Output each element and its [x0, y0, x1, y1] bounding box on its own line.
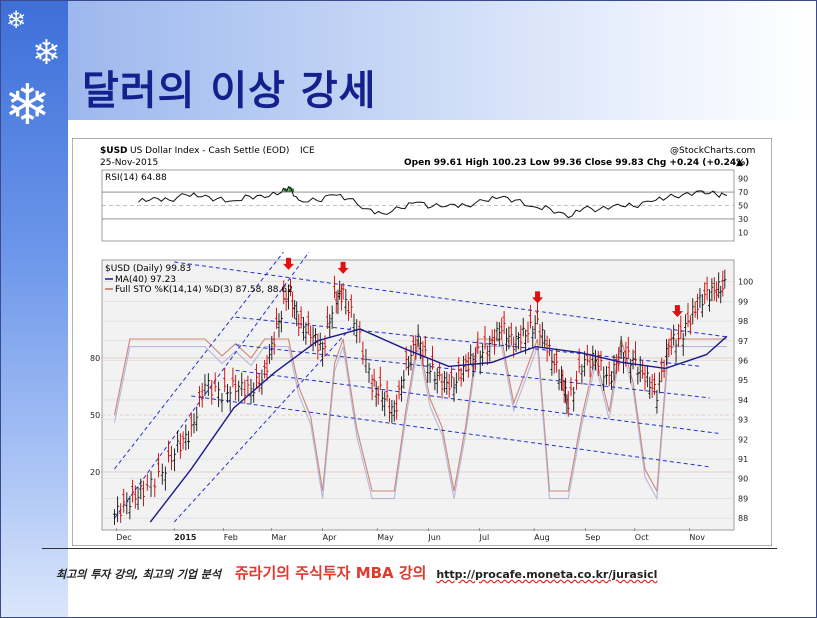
sto-tick-label: 80 — [90, 354, 100, 363]
trend-channel-line — [235, 316, 702, 367]
snowflake-icon: ❄ — [6, 6, 27, 34]
rsi-tick-label: 10 — [738, 228, 748, 237]
price-tick-label: 96 — [738, 357, 748, 366]
chart-exchange: ICE — [300, 146, 315, 156]
x-tick-label: Sep — [585, 533, 600, 542]
stockcharts-chart: $USD US Dollar Index - Cash Settle (EOD)… — [72, 138, 772, 546]
sell-signal-arrow-icon — [532, 291, 544, 304]
price-tick-label: 88 — [738, 514, 748, 523]
sto-tick-label: 50 — [90, 411, 100, 420]
ohlc-readout: Open 99.61 High 100.23 Low 99.36 Close 9… — [404, 158, 749, 168]
price-tick-label: 92 — [738, 435, 748, 444]
footer-url-link[interactable]: http://procafe.moneta.co.kr/jurasicl — [436, 568, 658, 581]
x-tick-label: Dec — [116, 533, 131, 542]
price-tick-label: 98 — [738, 317, 748, 326]
snowflake-icon: ❄ — [32, 33, 61, 73]
footer: 최고의 투자 강의, 최고의 기업 분석 쥬라기의 주식투자 MBA 강의 ht… — [56, 562, 657, 583]
footer-tagline: 최고의 투자 강의, 최고의 기업 분석 — [56, 568, 222, 581]
price-tick-label: 99 — [738, 297, 748, 306]
rsi-label: RSI(14) 64.88 — [105, 173, 167, 183]
rsi-tick-label: 70 — [738, 188, 748, 197]
x-tick-label: 2015 — [174, 533, 197, 542]
price-tick-label: 93 — [738, 416, 748, 425]
rsi-tick-label: 90 — [738, 175, 748, 184]
ma40-line — [149, 328, 728, 523]
x-tick-label: Jun — [427, 533, 441, 542]
sto-legend: Full STO %K(14,14) %D(3) 87.58, 88.62 — [115, 285, 293, 295]
price-tick-label: 89 — [738, 494, 748, 503]
x-tick-label: Oct — [635, 533, 649, 542]
chart-instrument-name: US Dollar Index - Cash Settle (EOD) — [130, 146, 289, 156]
slide-title: 달러의 이상 강세 — [82, 68, 377, 114]
price-legend: $USD (Daily) 99.83 MA(40) 97.23 Full STO… — [105, 264, 293, 295]
trend-channel-line — [114, 251, 284, 470]
price-legend-title: $USD (Daily) 99.83 — [105, 264, 191, 274]
snowflake-icon: ❄ — [4, 73, 51, 138]
footer-course-title: 쥬라기의 주식투자 MBA 강의 — [234, 564, 427, 582]
ma-legend: MA(40) 97.23 — [115, 275, 176, 285]
price-tick-label: 90 — [738, 475, 748, 484]
rsi-line — [138, 185, 728, 219]
left-decorative-band — [0, 0, 68, 618]
sell-signal-arrow-icon — [283, 257, 295, 270]
sell-signal-arrow-icon — [337, 261, 349, 274]
sto-tick-label: 20 — [90, 468, 100, 477]
top-decorative-band — [68, 0, 817, 120]
x-tick-label: Aug — [534, 533, 550, 542]
trend-channel-line — [173, 324, 354, 523]
price-tick-label: 94 — [738, 396, 748, 405]
x-tick-label: Feb — [224, 533, 238, 542]
price-tick-label: 91 — [738, 455, 748, 464]
watermark: @StockCharts.com — [670, 146, 755, 156]
chart-date: 25-Nov-2015 — [100, 158, 158, 168]
price-tick-label: 100 — [738, 278, 753, 287]
trend-channel-line — [174, 261, 727, 338]
footer-rule — [42, 548, 777, 549]
price-tick-label: 97 — [738, 337, 748, 346]
rsi-tick-label: 50 — [738, 202, 748, 211]
x-tick-label: Apr — [323, 533, 338, 542]
x-tick-label: Mar — [271, 533, 287, 542]
x-tick-label: Jul — [479, 533, 490, 542]
x-tick-label: May — [377, 533, 394, 542]
chart-symbol: $USD — [100, 146, 128, 156]
trend-channel-line — [191, 395, 710, 468]
sell-signal-arrow-icon — [671, 305, 683, 318]
rsi-tick-label: 30 — [738, 215, 748, 224]
price-panel — [101, 259, 735, 531]
up-arrow-icon: ▲ — [736, 158, 743, 168]
x-tick-label: Nov — [689, 533, 705, 542]
price-tick-label: 95 — [738, 376, 748, 385]
